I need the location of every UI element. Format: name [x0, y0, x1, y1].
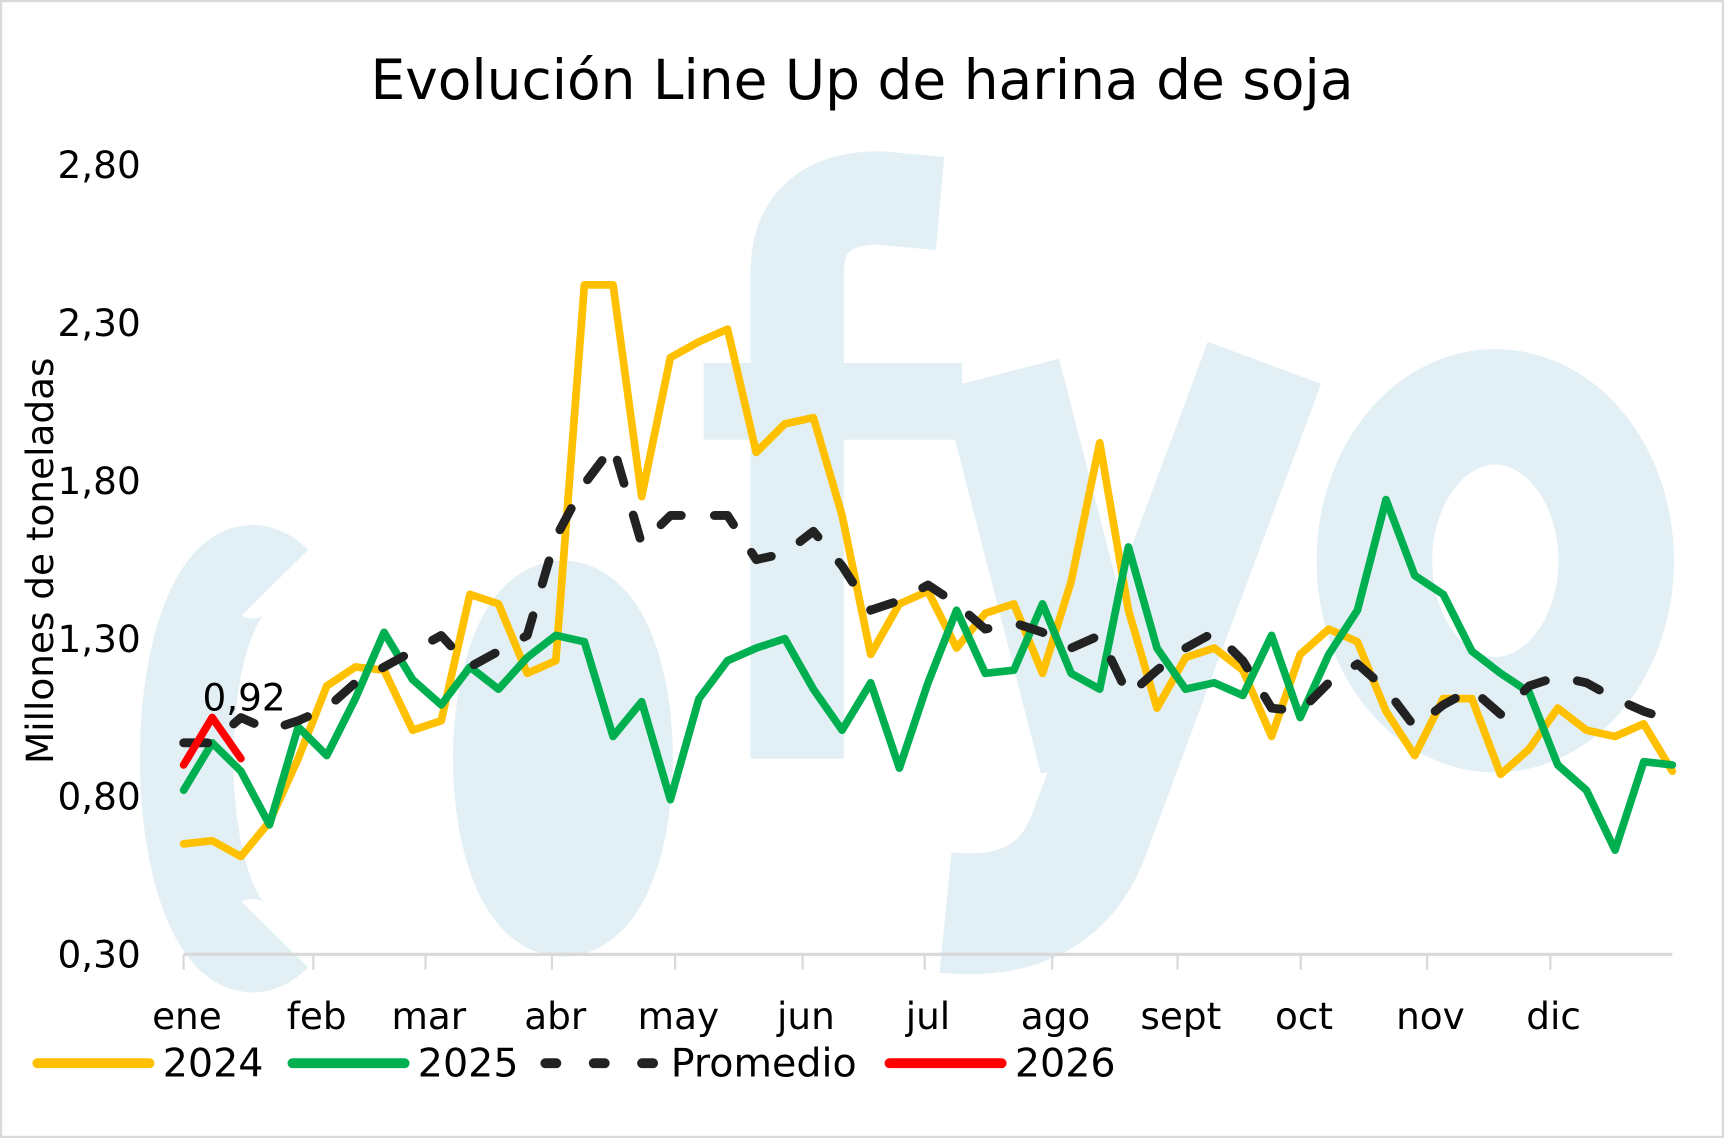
y-tick-label: 2,80 — [58, 143, 141, 187]
watermark-f-stem — [750, 151, 945, 759]
x-tick-label: ene — [152, 994, 222, 1038]
x-tick-label: mar — [391, 994, 466, 1038]
y-tick-label: 2,30 — [58, 301, 141, 345]
legend-item-promedio[interactable]: Promedio — [540, 1040, 857, 1086]
x-tick-label: sept — [1140, 994, 1221, 1038]
legend-item-2026[interactable]: 2026 — [884, 1040, 1116, 1086]
data-label: 0,92 — [202, 675, 285, 719]
legend-label: 2024 — [163, 1040, 264, 1086]
legend-label: 2026 — [1015, 1040, 1116, 1086]
watermark-y-right — [939, 341, 1322, 975]
x-tick-label: abr — [524, 994, 587, 1038]
legend-item-2024[interactable]: 2024 — [32, 1040, 264, 1086]
y-axis-label: Millones de toneladas — [18, 358, 62, 765]
x-tick-label: jul — [905, 994, 950, 1038]
y-tick-label: 0,30 — [58, 933, 141, 977]
x-tick-label: dic — [1526, 994, 1581, 1038]
y-tick-label: 1,30 — [58, 617, 141, 661]
x-tick-label: jun — [776, 994, 835, 1038]
y-tick-label: 1,80 — [58, 459, 141, 503]
legend-item-2025[interactable]: 2025 — [287, 1040, 519, 1086]
x-tick-label: may — [638, 994, 719, 1038]
legend-label: 2025 — [418, 1040, 519, 1086]
chart-title: Evolución Line Up de harina de soja — [370, 48, 1353, 112]
x-tick-label: nov — [1396, 994, 1465, 1038]
x-tick-label: ago — [1021, 994, 1091, 1038]
x-tick-label: oct — [1275, 994, 1333, 1038]
x-tick-label: feb — [287, 994, 347, 1038]
legend-label: Promedio — [671, 1040, 857, 1086]
y-tick-label: 0,80 — [58, 775, 141, 819]
